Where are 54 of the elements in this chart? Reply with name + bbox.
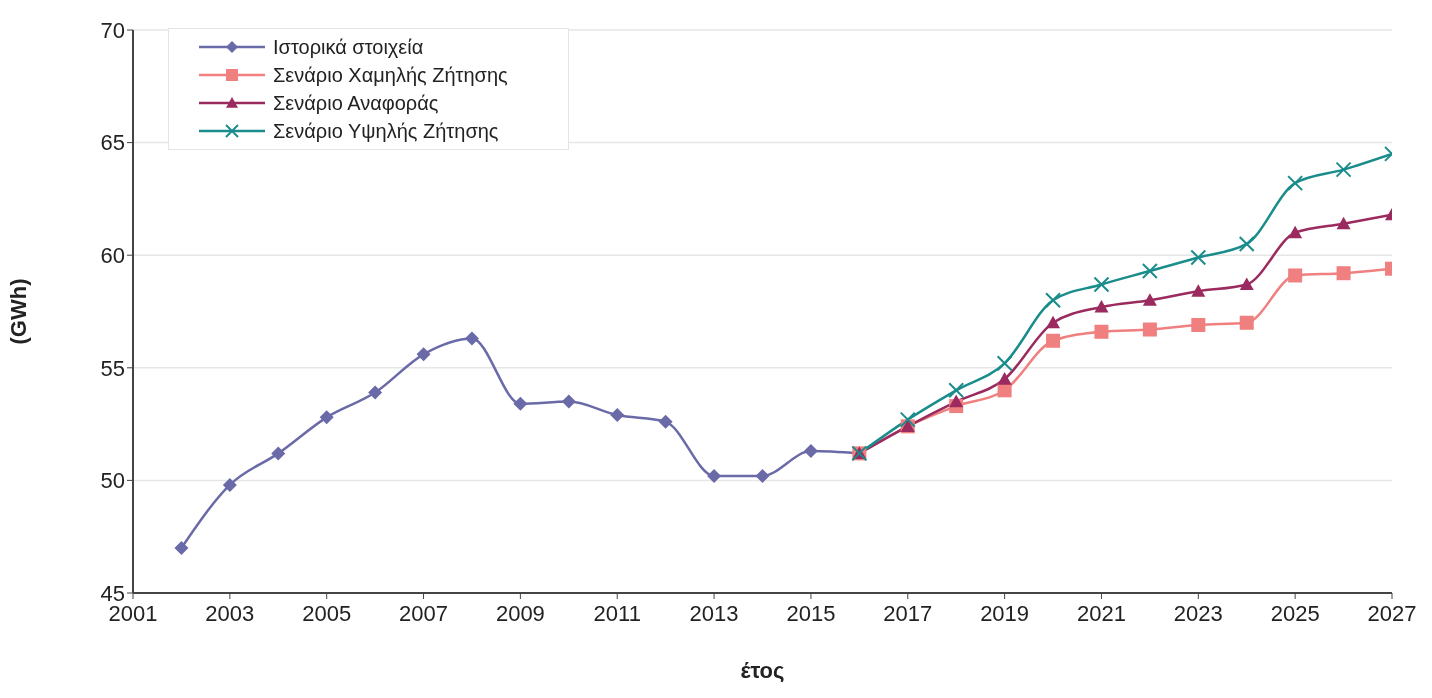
x-tick-label: 2003 [205,600,255,626]
x-tick-label: 2027 [1367,600,1417,626]
point [1191,284,1206,297]
point [803,444,818,459]
point [416,347,431,362]
point [464,331,479,346]
x-tick-label: 2019 [980,600,1030,626]
x-tick-label: 2015 [786,600,836,626]
point [1142,293,1157,306]
y-tick-label: 60 [100,243,125,269]
point [1094,300,1109,313]
point [561,394,576,409]
point [1046,315,1061,329]
point [319,410,334,425]
x-tick-label: 2005 [302,600,352,626]
y-tick-label: 55 [100,355,125,381]
point [271,446,286,461]
legend-label: Σενάριο Αναφοράς [273,91,439,115]
point [1288,268,1303,283]
y-axis-title: (GWh) [5,278,31,345]
point [1336,216,1351,230]
legend-label: Ιστορικά στοιχεία [273,35,424,59]
y-tick-label: 50 [100,468,125,494]
point [610,408,625,423]
point [1239,277,1254,291]
point [1191,318,1206,333]
point [1094,324,1109,339]
point [513,396,528,411]
legend-label: Σενάριο Χαμηλής Ζήτησης [273,63,508,87]
point [222,477,237,492]
x-tick-label: 2011 [593,600,641,626]
point [658,414,673,429]
point [1142,322,1157,337]
point [368,385,383,400]
x-tick-label: 2021 [1076,600,1126,626]
y-tick-label: 70 [100,17,125,43]
point [174,540,189,555]
x-tick-label: 2017 [883,600,933,626]
x-tick-label: 2007 [399,600,449,626]
x-tick-label: 2025 [1270,600,1320,626]
x-tick-label: 2023 [1173,600,1223,626]
legend-label: Σενάριο Υψηλής Ζήτησης [273,119,499,143]
point [949,394,964,408]
point [997,372,1012,385]
point [1046,333,1061,348]
point [707,468,722,483]
x-tick-label: 2009 [495,600,545,626]
x-tick-label: 2013 [689,600,739,626]
x-axis-title: έτος [740,658,785,683]
point [1336,266,1351,281]
point [1239,315,1254,330]
y-tick-label: 65 [100,130,125,156]
point [1288,225,1303,239]
point [755,468,770,483]
